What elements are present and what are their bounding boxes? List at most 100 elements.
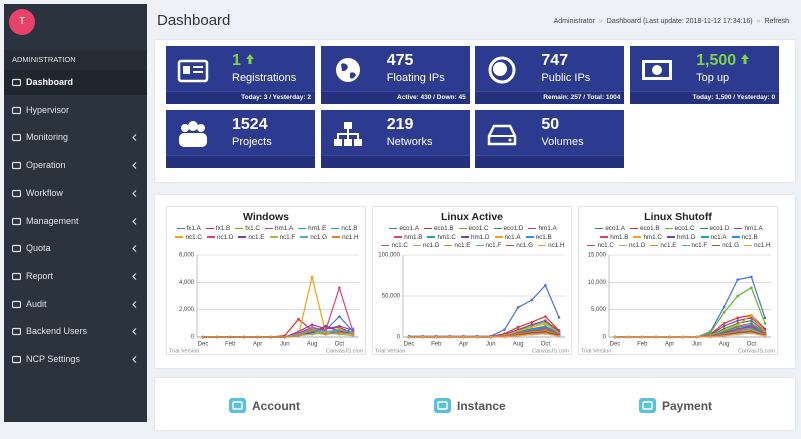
legend-item: nc1.A: [700, 234, 727, 243]
data-point: [530, 323, 534, 326]
stat-label: Floating IPs: [386, 72, 445, 84]
section-link[interactable]: Account: [229, 398, 300, 413]
data-point: [736, 323, 740, 327]
stat-icon: [177, 59, 209, 83]
legend-item: hm1.C: [633, 234, 662, 243]
legend-key: [494, 236, 503, 238]
legend-key: [300, 236, 309, 238]
section-link[interactable]: Instance: [434, 398, 506, 413]
avatar[interactable]: T: [9, 9, 35, 35]
menu-item[interactable]: Operation: [4, 153, 147, 178]
data-point: [544, 284, 547, 287]
data-point: [297, 334, 300, 337]
legend-key: [666, 236, 675, 238]
legend-label: nc1.H: [754, 242, 771, 249]
legend-label: nc1.D: [422, 242, 440, 249]
data-point: [421, 335, 424, 339]
data-point: [324, 324, 328, 328]
data-point: [750, 323, 753, 327]
stat-label: Volumes: [541, 136, 584, 148]
x-tick-label: Feb: [431, 342, 442, 348]
legend-item: nc1.H: [744, 242, 771, 251]
breadcrumb-item: Dashboard (Last update: 2018-11-12 17:34…: [599, 18, 753, 25]
data-point: [750, 331, 753, 335]
menu-item[interactable]: NCP Settings: [4, 347, 147, 372]
data-point: [544, 322, 547, 326]
legend-key: [700, 236, 709, 238]
menu-item[interactable]: Hypervisor: [4, 98, 147, 123]
legend-label: eco1.A: [605, 225, 625, 232]
stat-icon: [642, 60, 673, 80]
legend-key: [633, 236, 642, 238]
data-point: [640, 335, 644, 339]
stat-detail: [475, 155, 625, 168]
legend-key: [525, 236, 534, 238]
data-point: [750, 275, 753, 279]
legend-key: [506, 244, 515, 247]
watermark: Trial Version: [581, 348, 611, 354]
section-icon: [229, 398, 246, 413]
legend: eco1.A eco1.B eco1.C eco1.D hm1.A hm1.B hm1.C h…: [585, 225, 773, 251]
x-tick-label: Jun: [692, 342, 702, 348]
legend-item: nc1.E: [444, 242, 471, 251]
legend-label: nc1.G: [516, 242, 534, 249]
y-tick-label: 15,000: [588, 253, 607, 259]
breadcrumb-item[interactable]: Refresh: [757, 18, 789, 25]
legend-label: nc1.C: [391, 242, 408, 249]
data-point: [709, 331, 712, 334]
menu-item[interactable]: Monitoring: [4, 125, 147, 150]
stat-detail: Today: 3 / Yesterday: 2: [166, 91, 315, 104]
legend-item: hm1.B: [394, 234, 422, 243]
section-link[interactable]: Payment: [639, 398, 712, 413]
stat-value: 50: [541, 116, 560, 133]
data-point: [407, 335, 411, 339]
chart: Linux Shutoff eco1.A eco1.B eco1.C eco1.D hm1…: [578, 206, 778, 355]
legend-item: nc1.G: [506, 242, 533, 251]
legend-key: [600, 236, 609, 238]
data-point: [530, 320, 534, 324]
legend-key: [595, 227, 604, 230]
data-point: [750, 286, 753, 290]
data-point: [434, 335, 438, 339]
stat-icon: [488, 56, 516, 84]
stat-value: 475: [386, 52, 414, 69]
stat-icon: [335, 58, 360, 82]
chevron: [132, 300, 137, 308]
data-point: [489, 335, 493, 339]
data-point: [750, 325, 753, 329]
data-point: [736, 319, 740, 322]
stat-box: 50 Volumes: [475, 110, 625, 168]
legend-label: eco1.D: [709, 225, 730, 232]
legend-label: eco1.B: [639, 225, 660, 232]
data-point: [338, 324, 341, 328]
data-point: [516, 325, 520, 329]
breadcrumb-item: Administrator: [553, 18, 595, 25]
data-point: [736, 316, 740, 320]
menu-label: Audit: [26, 298, 47, 309]
menu-label: Backend Users: [26, 326, 88, 337]
data-point: [709, 335, 712, 339]
menu-item[interactable]: Management: [4, 209, 147, 234]
chevron: [132, 162, 137, 169]
menu-item[interactable]: Report: [4, 264, 147, 289]
data-point: [736, 325, 740, 329]
legend-item: eco1.C: [458, 225, 489, 234]
series-line: [409, 333, 560, 338]
menu-item[interactable]: Workflow: [4, 181, 147, 206]
legend-label: hm1.A: [744, 225, 763, 232]
data-point: [338, 286, 341, 290]
stat-detail: Remain: 257 / Total: 1004: [475, 91, 625, 104]
stat-box: 1,500 Top up Today: 1,500 / Yesterday: 0: [630, 46, 780, 104]
menu-icon: [12, 217, 21, 225]
menu-item[interactable]: Dashboard: [4, 70, 147, 95]
legend-key: [427, 236, 436, 238]
legend-key: [650, 244, 659, 247]
legend-key: [538, 244, 547, 247]
stat-label: Top up: [696, 72, 730, 84]
menu-item[interactable]: Backend Users: [4, 319, 147, 344]
menu-item[interactable]: Audit: [4, 292, 147, 317]
legend-item: eco1.B: [629, 225, 660, 234]
data-point: [475, 335, 479, 339]
menu-item[interactable]: Quota: [4, 236, 147, 261]
legend-label: hm1.D: [470, 233, 490, 241]
